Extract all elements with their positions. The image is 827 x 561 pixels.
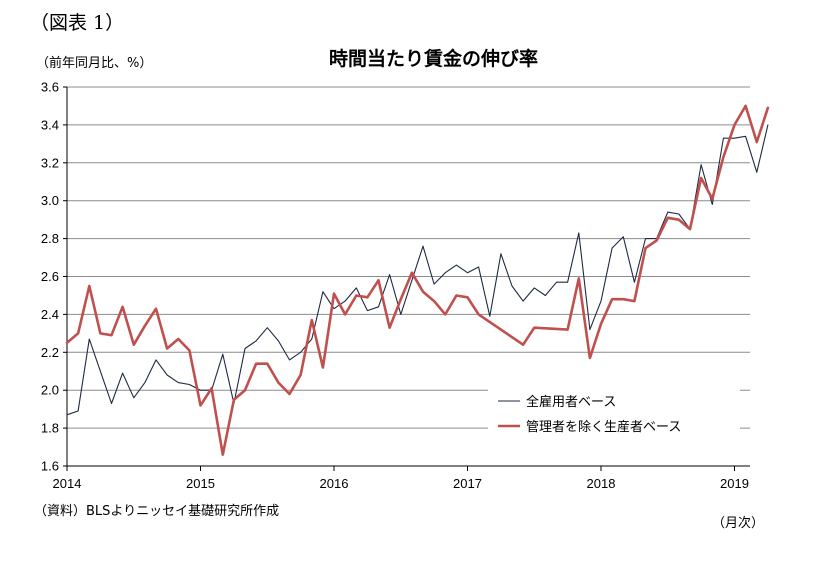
y-axis-ticks: 1.6 1.8 2.0 2.2 2.4 2.6 2.8 3.0 3.2 3.4 3.6 bbox=[41, 80, 59, 474]
y-tick-label: 3.6 bbox=[41, 80, 59, 95]
y-tick-label: 2.4 bbox=[41, 307, 59, 322]
x-tick-label: 2019 bbox=[720, 476, 749, 491]
y-tick-label: 2.0 bbox=[41, 383, 59, 398]
x-tick-label: 2016 bbox=[320, 476, 349, 491]
y-tick-label: 2.8 bbox=[41, 231, 59, 246]
legend-background bbox=[488, 388, 740, 438]
y-tick-label: 2.6 bbox=[41, 269, 59, 284]
x-axis-ticks: 2014 2015 2016 2017 2018 2019 bbox=[53, 476, 749, 491]
x-axis-unit-label: （月次） bbox=[712, 516, 765, 531]
y-tick-label: 2.2 bbox=[41, 345, 59, 360]
x-tick-label: 2017 bbox=[453, 476, 482, 491]
y-tick-label: 1.8 bbox=[41, 421, 59, 436]
y-tick-label: 1.6 bbox=[41, 459, 59, 474]
axes bbox=[63, 86, 750, 471]
source-note: （資料）BLSよりニッセイ基礎研究所作成 bbox=[34, 504, 280, 519]
y-tick-label: 3.4 bbox=[41, 117, 59, 132]
x-tick-label: 2015 bbox=[186, 476, 215, 491]
legend-label: 全雇用者ベース bbox=[526, 394, 616, 410]
x-tick-label: 2014 bbox=[53, 476, 82, 491]
chart-title: 時間当たり賃金の伸び率 bbox=[328, 48, 538, 70]
y-tick-label: 3.0 bbox=[41, 193, 59, 208]
series-lines bbox=[65, 104, 770, 456]
series-line-1 bbox=[66, 124, 769, 416]
x-tick-label: 2018 bbox=[587, 476, 616, 491]
legend-label: 管理者を除く生産者ベース bbox=[526, 419, 681, 435]
y-tick-label: 3.2 bbox=[41, 155, 59, 170]
figure-label: （図表 1） bbox=[30, 12, 125, 34]
y-axis-unit-label: （前年同月比、%） bbox=[36, 56, 153, 71]
series-line-2 bbox=[65, 104, 770, 456]
